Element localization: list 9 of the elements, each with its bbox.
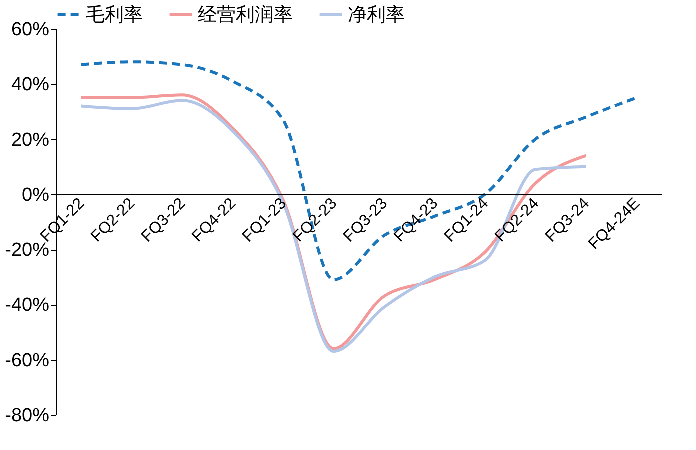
legend-label: 经营利润率 <box>198 4 293 26</box>
y-tick-label: 40% <box>11 74 50 96</box>
legend-label: 毛利率 <box>86 4 143 26</box>
y-tick-label: -40% <box>5 295 50 316</box>
y-tick-label: -80% <box>5 406 50 426</box>
legend-label: 净利率 <box>348 4 405 26</box>
y-tick-label: 60% <box>11 20 50 40</box>
y-tick-label: 20% <box>11 130 50 151</box>
y-tick-label: -60% <box>5 350 50 372</box>
